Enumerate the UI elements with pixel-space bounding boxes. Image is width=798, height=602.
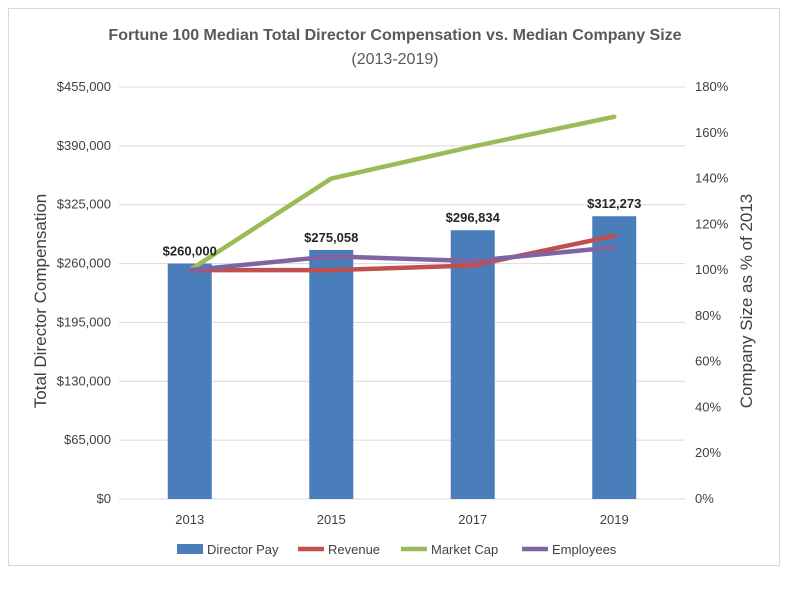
y2-tick-label: 120% <box>695 216 729 231</box>
y2-tick-label: 140% <box>695 171 729 186</box>
y2-axis-title: Company Size as % of 2013 <box>737 194 756 409</box>
x-axis-ticks: 2013 2015 2017 2019 <box>175 512 628 527</box>
gridlines <box>119 86 685 500</box>
legend-swatch-director-pay <box>177 544 203 554</box>
legend-label: Revenue <box>328 542 380 557</box>
y-tick-label: $65,000 <box>64 432 111 447</box>
y2-tick-label: 160% <box>695 125 729 140</box>
y-tick-label: $325,000 <box>57 197 111 212</box>
y-tick-label: $260,000 <box>57 256 111 271</box>
y2-tick-label: 40% <box>695 399 721 414</box>
legend: Director Pay Revenue Market Cap Employees <box>177 542 617 557</box>
y2-axis-ticks: 0% 20% 40% 60% 80% 100% 120% 140% 160% 180% <box>695 79 729 506</box>
legend-label: Market Cap <box>431 542 498 557</box>
line-market-cap <box>187 114 617 273</box>
y-tick-label: $0 <box>97 491 111 506</box>
y2-tick-label: 180% <box>695 79 729 94</box>
y2-tick-label: 80% <box>695 308 721 323</box>
x-tick-label: 2019 <box>600 512 629 527</box>
y-axis-title: Total Director Compensation <box>31 194 50 408</box>
legend-label: Director Pay <box>207 542 279 557</box>
bar-data-label: $312,273 <box>587 196 641 211</box>
bar-data-label: $260,000 <box>163 244 217 259</box>
combo-chart: Fortune 100 Median Total Director Compen… <box>31 27 756 557</box>
bar-data-label: $296,834 <box>446 210 501 225</box>
chart-title: Fortune 100 Median Total Director Compen… <box>108 27 681 44</box>
x-tick-label: 2017 <box>458 512 487 527</box>
bar-director-pay <box>592 216 637 499</box>
y-tick-label: $390,000 <box>57 138 111 153</box>
bar-series <box>167 216 637 499</box>
y2-tick-label: 0% <box>695 491 714 506</box>
y-tick-label: $195,000 <box>57 314 111 329</box>
y2-tick-label: 100% <box>695 262 729 277</box>
line-revenue <box>187 233 617 273</box>
legend-label: Employees <box>552 542 617 557</box>
bar-director-pay <box>450 230 495 499</box>
y-axis-ticks: $0 $65,000 $130,000 $195,000 $260,000 $325,00… <box>57 79 111 506</box>
data-labels: $260,000 $275,058 $296,834 $312,273 <box>163 196 642 258</box>
x-tick-label: 2013 <box>175 512 204 527</box>
chart-frame: Fortune 100 Median Total Director Compen… <box>8 8 780 566</box>
bar-director-pay <box>167 263 212 499</box>
line-series <box>187 114 617 273</box>
x-tick-label: 2015 <box>317 512 346 527</box>
y-tick-label: $130,000 <box>57 373 111 388</box>
bar-data-label: $275,058 <box>304 230 358 245</box>
bar-director-pay <box>309 249 354 499</box>
chart-subtitle: (2013-2019) <box>351 51 438 68</box>
y2-tick-label: 20% <box>695 445 721 460</box>
y-tick-label: $455,000 <box>57 79 111 94</box>
line-employees <box>187 244 617 273</box>
y2-tick-label: 60% <box>695 354 721 369</box>
